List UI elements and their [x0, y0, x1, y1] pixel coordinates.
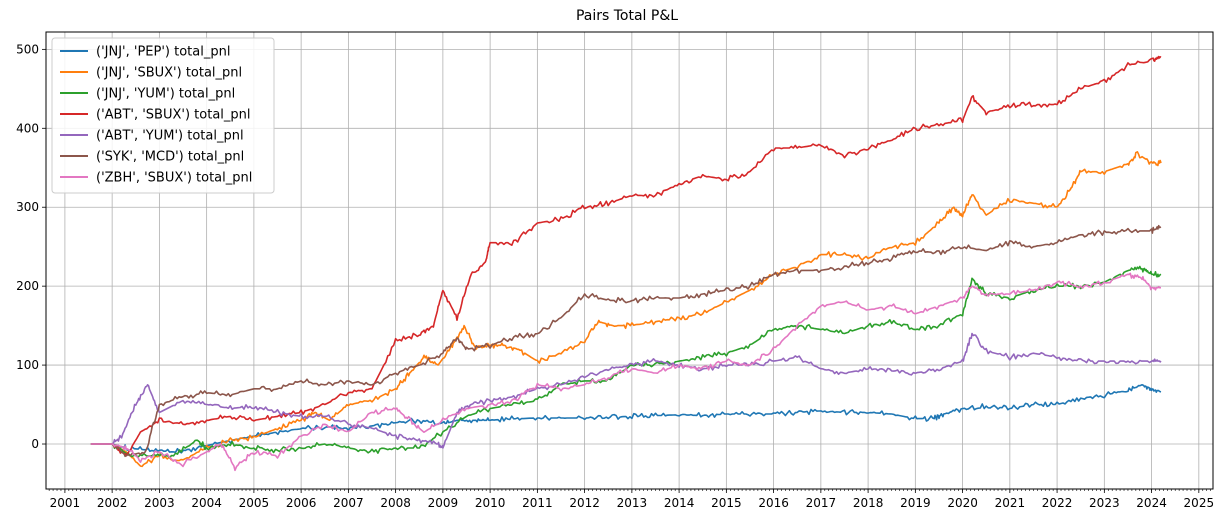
x-tick-label: 2011: [522, 496, 553, 510]
series-line-1: [90, 151, 1162, 468]
x-tick-label: 2005: [239, 496, 270, 510]
y-tick-label: 500: [16, 42, 39, 56]
x-tick-label: 2013: [617, 496, 648, 510]
x-tick-label: 2002: [97, 496, 128, 510]
x-tick-label: 2012: [569, 496, 600, 510]
legend-label: ('ZBH', 'SBUX') total_pnl: [96, 171, 252, 186]
legend-label: ('ABT', 'YUM') total_pnl: [96, 129, 244, 144]
legend-label: ('ABT', 'SBUX') total_pnl: [96, 108, 251, 123]
x-tick-label: 2001: [50, 496, 81, 510]
y-tick-label: 0: [31, 437, 39, 451]
x-tick-label: 2024: [1136, 496, 1167, 510]
legend-label: ('SYK', 'MCD') total_pnl: [96, 150, 244, 165]
legend-label: ('JNJ', 'PEP') total_pnl: [96, 45, 230, 60]
x-tick-label: 2014: [664, 496, 695, 510]
x-tick-label: 2023: [1089, 496, 1120, 510]
x-tick-label: 2017: [806, 496, 837, 510]
plot-frame: [45, 31, 1214, 490]
series-line-2: [90, 265, 1162, 459]
x-tick-label: 2018: [853, 496, 884, 510]
series-layer: [90, 55, 1162, 472]
legend-label: ('JNJ', 'YUM') total_pnl: [96, 87, 235, 102]
x-tick-label: 2021: [995, 496, 1026, 510]
x-tick-label: 2025: [1184, 496, 1215, 510]
x-tick-label: 2019: [900, 496, 931, 510]
x-tick-label: 2007: [333, 496, 364, 510]
x-tick-label: 2016: [758, 496, 789, 510]
x-tick-label: 2004: [191, 496, 222, 510]
series-line-6: [90, 272, 1161, 472]
chart-title: Pairs Total P&L: [576, 8, 678, 24]
x-tick-label: 2008: [380, 496, 411, 510]
legend: ('JNJ', 'PEP') total_pnl ('JNJ', 'SBUX') …: [51, 37, 275, 194]
series-line-0: [90, 383, 1162, 454]
y-axis: 0 100 200 300 400 500: [16, 42, 46, 451]
x-tick-label: 2020: [947, 496, 978, 510]
y-tick-label: 300: [16, 200, 39, 214]
y-tick-label: 200: [16, 279, 39, 293]
series-line-5: [90, 224, 1162, 458]
x-tick-label: 2006: [286, 496, 317, 510]
x-axis: 2001 2002 2003 2004 2005 2006 2007 2008 2009 2010…: [48, 489, 1215, 510]
legend-label: ('JNJ', 'SBUX') total_pnl: [96, 66, 242, 81]
x-tick-label: 2022: [1042, 496, 1073, 510]
y-tick-label: 100: [16, 358, 39, 372]
series-line-4: [90, 332, 1162, 449]
y-tick-label: 400: [16, 121, 39, 135]
x-tick-label: 2009: [428, 496, 459, 510]
series-line-3: [90, 55, 1162, 456]
x-tick-label: 2010: [475, 496, 506, 510]
x-tick-label: 2003: [144, 496, 175, 510]
legend-box: [51, 37, 275, 194]
x-tick-label: 2015: [711, 496, 742, 510]
